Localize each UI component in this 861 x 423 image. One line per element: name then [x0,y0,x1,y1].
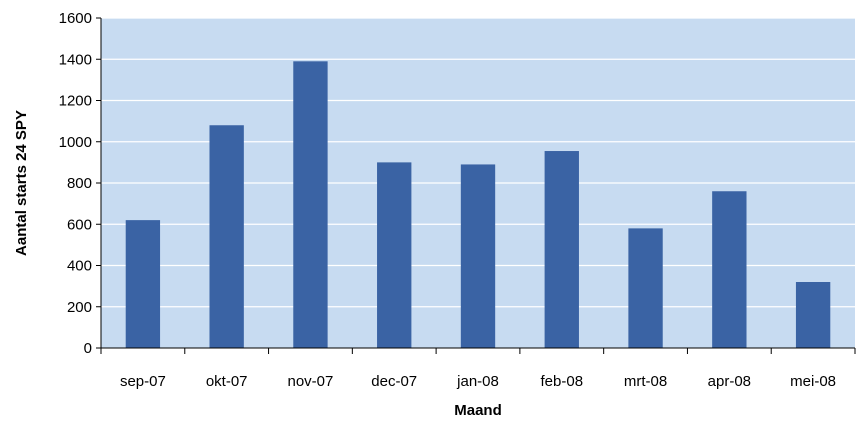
bar-feb-08 [544,151,579,348]
bar-dec-07 [377,162,412,348]
bar-nov-07 [293,61,328,348]
x-tick-label: mrt-08 [624,373,667,390]
x-tick-label: nov-07 [288,373,334,390]
x-tick-labels: sep-07 okt-07 nov-07 dec-07 jan-08 feb-08 mrt-… [120,373,836,390]
y-tick-labels: 0 200 400 600 800 1000 1200 1400 1600 [59,10,92,357]
x-tick-label: mei-08 [790,373,836,390]
y-tick-label: 600 [67,216,92,233]
axes [96,17,856,354]
x-tick-label: apr-08 [708,373,751,390]
x-tick-label: sep-07 [120,373,166,390]
y-tick-label: 1600 [59,10,92,27]
x-axis-title: Maand [454,402,502,419]
bar-mei-08 [795,282,831,348]
y-tick-label: 800 [67,175,92,192]
bar-okt-07 [209,125,244,348]
x-tick-label: dec-07 [371,373,417,390]
bars [125,61,831,348]
bar-mrt-08 [628,228,663,348]
y-tick-label: 1200 [59,93,92,110]
y-tick-label: 1400 [59,51,92,68]
y-tick-label: 200 [67,299,92,316]
bar-jan-08 [460,164,496,348]
x-tick-label: feb-08 [541,373,584,390]
y-axis-title: Aantal starts 24 SPY [13,110,30,256]
bar-sep-07 [125,220,161,348]
x-tick-label: okt-07 [206,373,248,390]
x-tick-label: jan-08 [456,373,499,390]
bar-apr-08 [712,191,747,348]
y-tick-label: 1000 [59,134,92,151]
y-tick-label: 400 [67,258,92,275]
y-tick-label: 0 [84,340,92,357]
